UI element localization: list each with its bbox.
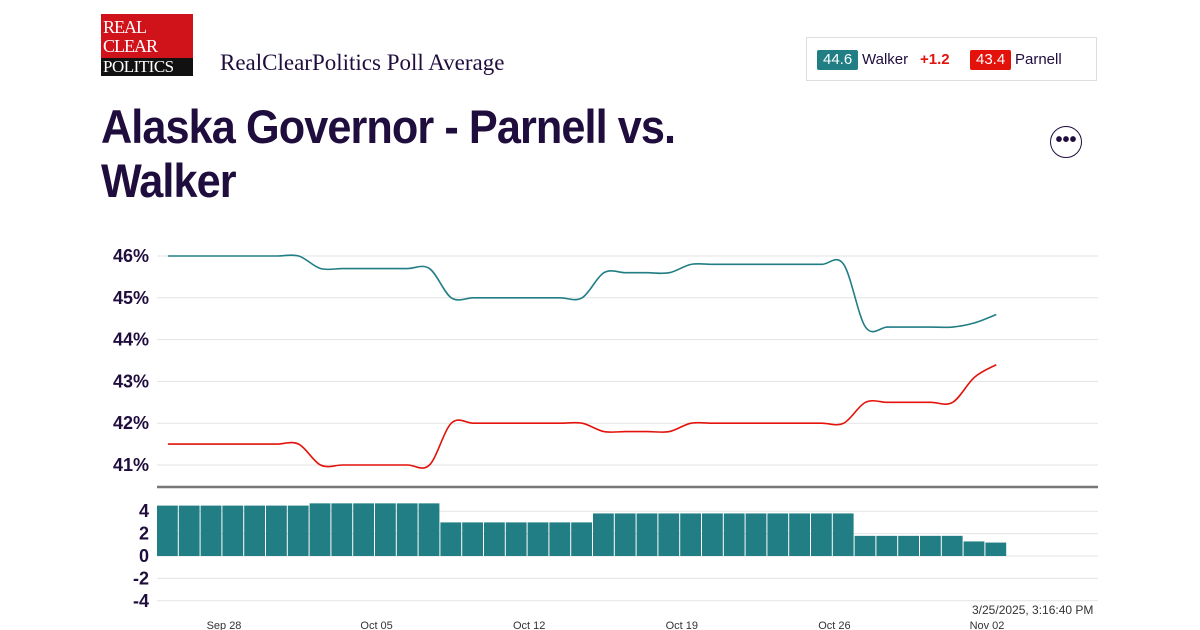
spread-bar <box>593 513 614 556</box>
spread-bar <box>549 522 571 556</box>
spread-bar <box>353 503 374 556</box>
spread-bar <box>723 513 745 556</box>
spread-bar <box>920 535 941 556</box>
logo-word: POLITICS <box>101 58 193 76</box>
x-tick-label: Oct 26 <box>818 620 850 630</box>
spread-bar <box>527 522 549 556</box>
walker-line <box>167 254 997 333</box>
y-tick-label: 42% <box>113 413 149 433</box>
y-tick-label: 43% <box>113 371 149 391</box>
legend: 44.6 Walker +1.2 43.4 Parnell <box>806 37 1097 81</box>
y-tick-label: 45% <box>113 288 149 308</box>
spread-bar <box>702 513 723 556</box>
y-tick-label: 41% <box>113 455 149 475</box>
logo-word: REAL <box>103 17 147 37</box>
spread-bar <box>789 513 810 556</box>
spread-bar <box>309 503 331 556</box>
spread-bar <box>571 522 592 556</box>
walker-name: Walker <box>862 51 909 68</box>
spread-bar <box>876 535 898 556</box>
spread-bar <box>287 505 309 556</box>
walker-spread: +1.2 <box>920 51 950 68</box>
spread-bar <box>418 503 440 556</box>
spread-bar <box>658 513 680 556</box>
spread-bar <box>636 513 658 556</box>
spread-bar <box>178 505 200 556</box>
spread-bar <box>898 535 919 556</box>
spread-bar <box>375 503 396 556</box>
y-tick-label: 44% <box>113 330 149 350</box>
spread-bar <box>244 505 265 556</box>
spread-bar <box>680 513 701 556</box>
spread-bar <box>266 505 287 556</box>
spread-bar <box>985 542 1007 556</box>
walker-value-badge: 44.6 <box>817 50 859 70</box>
logo-word: CLEAR <box>103 36 158 56</box>
spread-bar <box>331 503 353 556</box>
spread-bar <box>963 541 985 556</box>
spread-bar <box>832 513 854 556</box>
rcp-logo[interactable]: REAL CLEAR POLITICS <box>101 14 193 76</box>
timestamp: 3/25/2025, 3:16:40 PM <box>972 603 1094 617</box>
x-tick-label: Oct 19 <box>666 620 698 630</box>
x-tick-label: Nov 02 <box>970 620 1005 630</box>
parnell-name: Parnell <box>1015 51 1062 68</box>
y-tick-label: 46% <box>113 246 149 266</box>
y-tick-label: 2 <box>139 524 149 544</box>
spread-bar <box>614 513 636 556</box>
page-title: Alaska Governor - Parnell vs. Walker <box>101 100 676 207</box>
more-options-button[interactable]: ••• <box>1050 126 1082 158</box>
y-tick-label: -4 <box>133 591 149 611</box>
spread-bar <box>396 503 418 556</box>
spread-bar <box>440 522 462 556</box>
subtitle: RealClearPolitics Poll Average <box>220 50 505 75</box>
y-tick-label: 0 <box>139 546 149 566</box>
spread-bar <box>745 513 767 556</box>
spread-bar <box>200 505 222 556</box>
spread-bar <box>854 535 876 556</box>
spread-bar <box>941 535 963 556</box>
spread-bar <box>767 513 789 556</box>
x-tick-label: Oct 05 <box>360 620 392 630</box>
y-tick-label: 4 <box>139 501 149 521</box>
spread-bar <box>811 513 832 556</box>
spread-bar <box>462 522 483 556</box>
spread-bar <box>222 505 244 556</box>
parnell-line <box>167 363 997 469</box>
spread-bar <box>484 522 505 556</box>
spread-bar <box>505 522 527 556</box>
parnell-value-badge: 43.4 <box>970 50 1012 70</box>
x-tick-label: Sep 28 <box>207 620 242 630</box>
y-tick-label: -2 <box>133 568 149 588</box>
spread-bar <box>157 505 178 556</box>
x-tick-label: Oct 12 <box>513 620 545 630</box>
